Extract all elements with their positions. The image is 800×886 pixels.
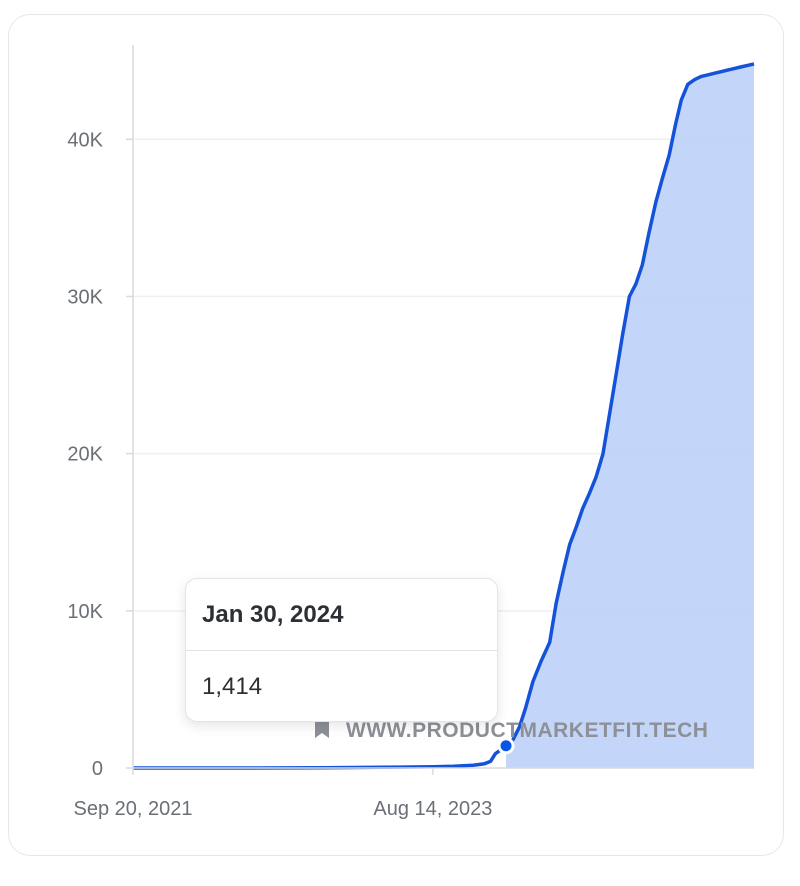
area-fill xyxy=(506,63,754,768)
x-tick-labels: Sep 20, 2021 Aug 14, 2023 xyxy=(74,768,492,820)
y-tick-label: 40K xyxy=(67,129,103,151)
y-tick-label: 10K xyxy=(67,601,103,623)
watermark: WWW.PRODUCTMARKETFIT.TECH xyxy=(315,719,708,742)
y-tick-label: 0 xyxy=(92,758,103,780)
watermark-text: WWW.PRODUCTMARKETFIT.TECH xyxy=(346,719,708,742)
tooltip-value: 1,414 xyxy=(202,672,263,700)
highlighted-point[interactable] xyxy=(497,737,515,755)
x-tick-label: Aug 14, 2023 xyxy=(373,798,492,820)
series-line xyxy=(133,62,755,770)
bookmark-icon xyxy=(315,720,329,738)
y-tick-labels: 0 10K 20K 30K 40K xyxy=(67,129,103,780)
y-tick-label: 20K xyxy=(67,444,103,466)
tooltip-date: Jan 30, 2024 xyxy=(186,579,497,651)
tooltip: Jan 30, 2024 1,414 xyxy=(185,578,498,722)
y-tick-label: 30K xyxy=(67,286,103,308)
x-tick-label: Sep 20, 2021 xyxy=(74,798,193,820)
